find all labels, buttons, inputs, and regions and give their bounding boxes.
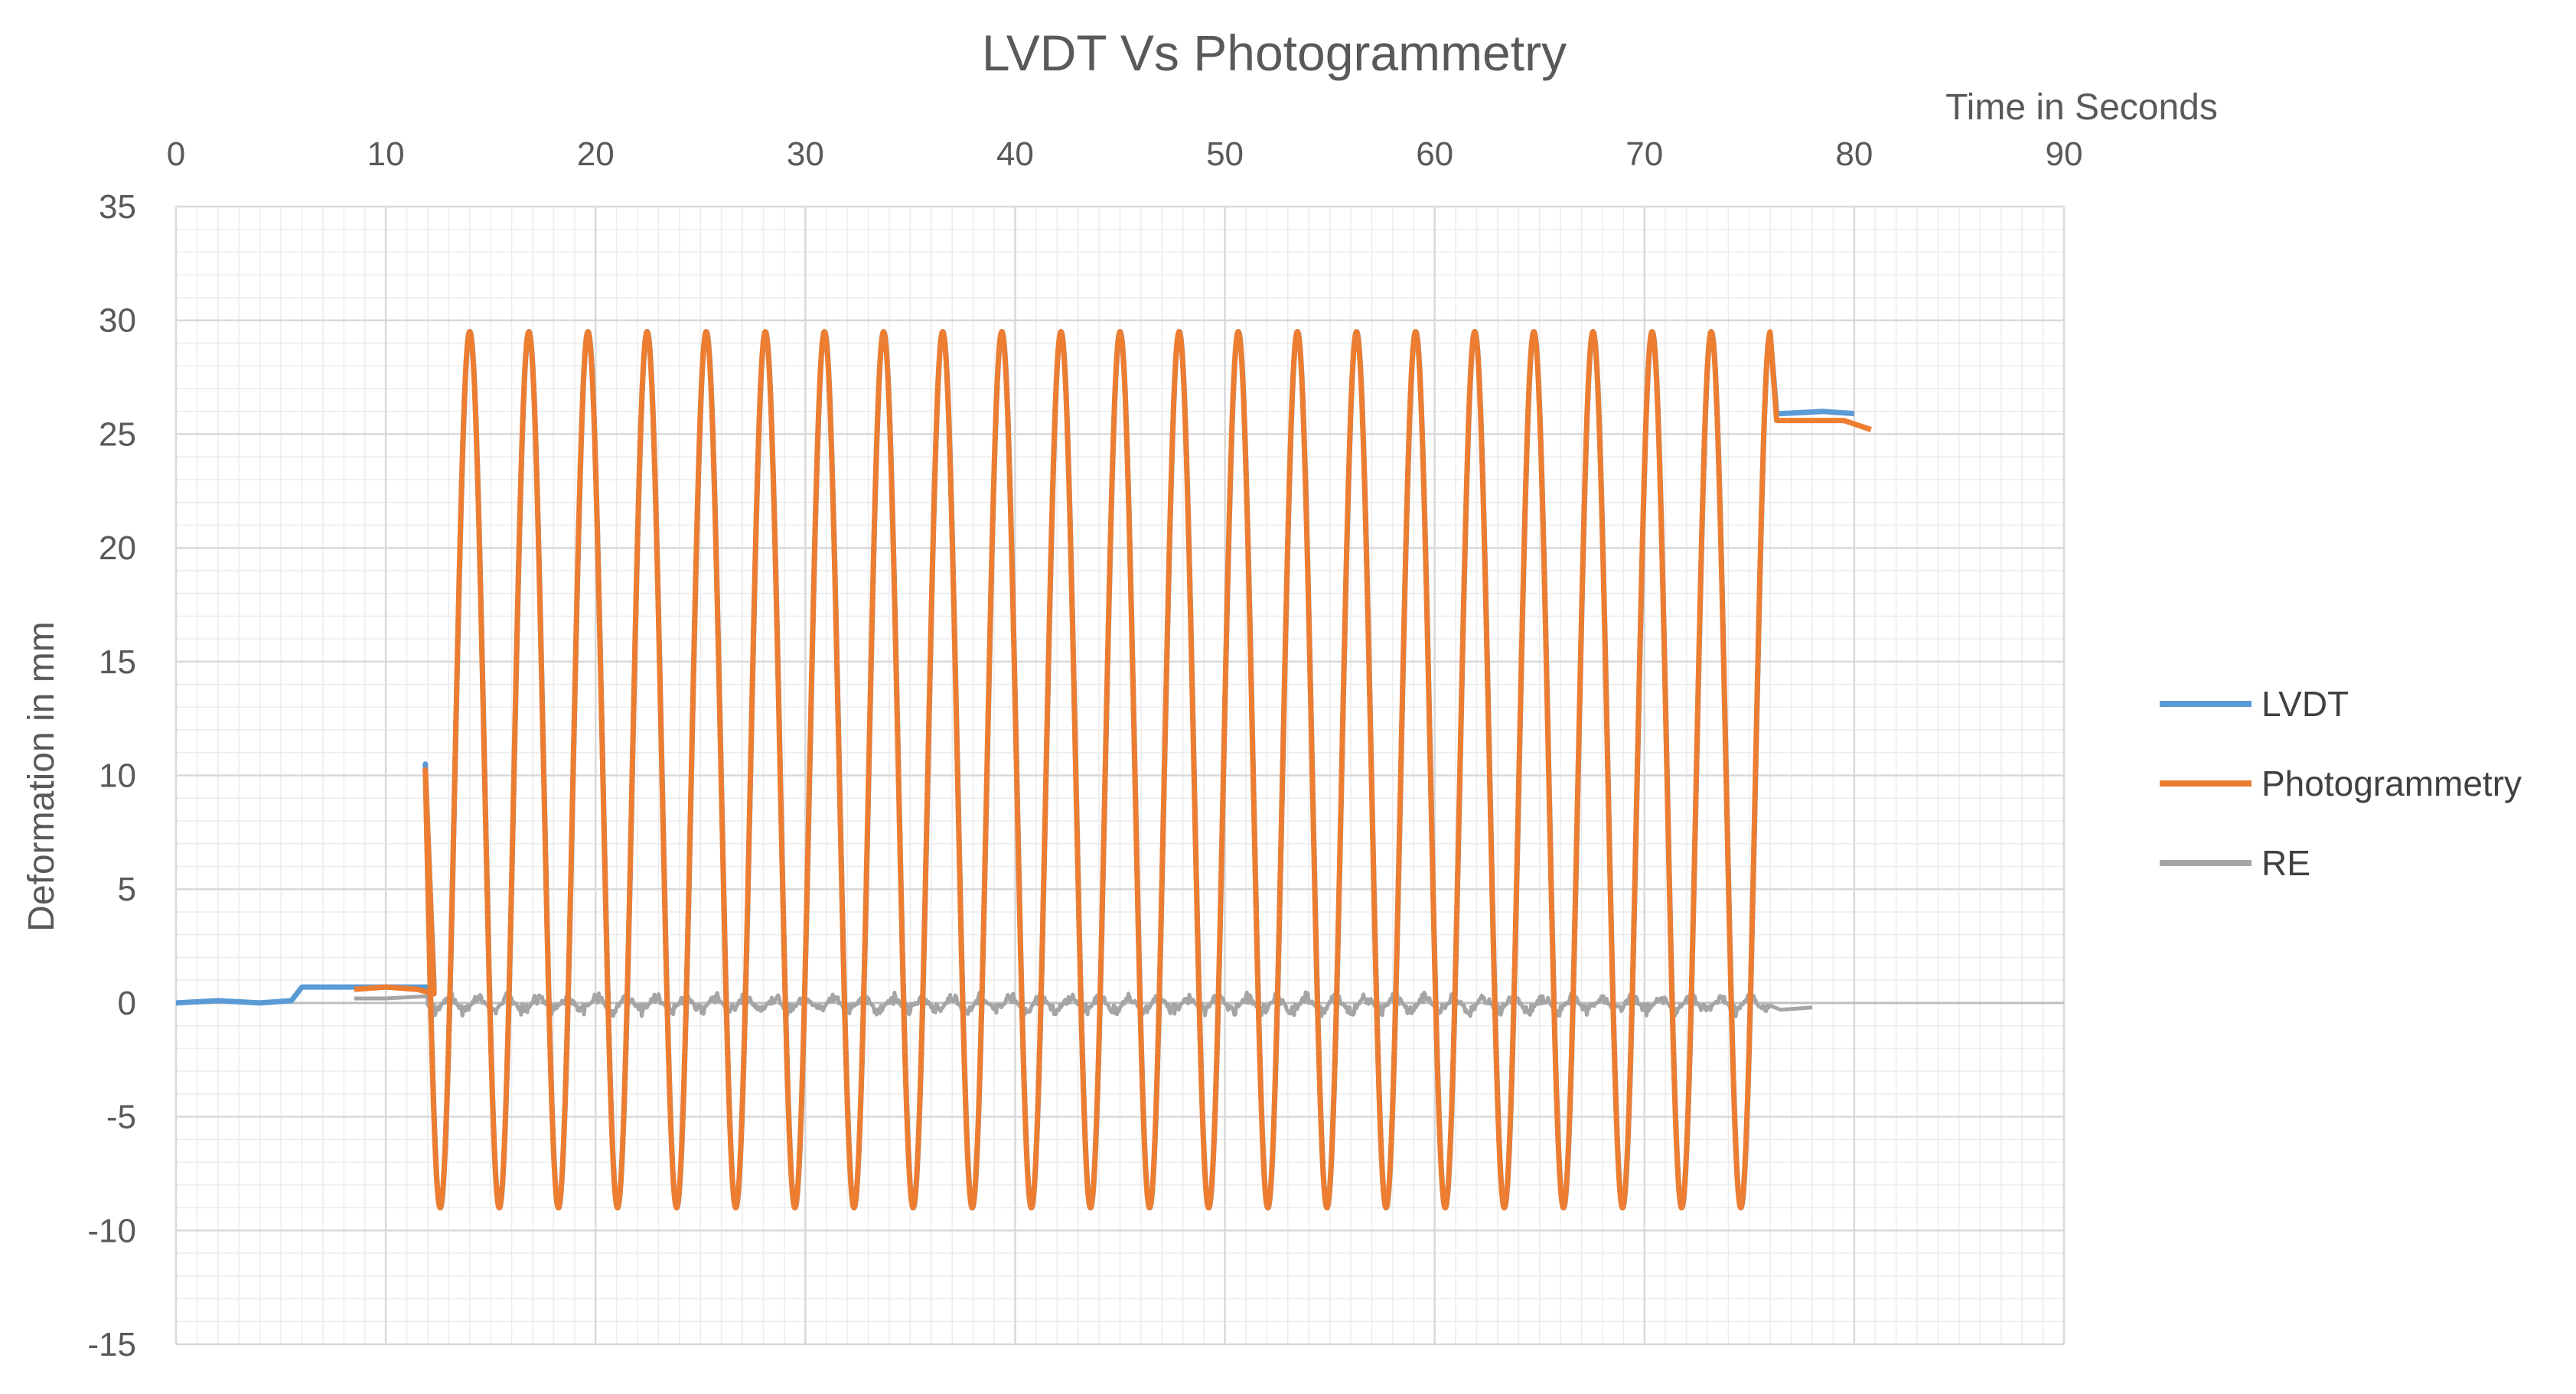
y-tick-label: 25: [99, 415, 136, 453]
x-tick-label: 50: [1206, 135, 1244, 173]
legend-label-re: RE: [2261, 843, 2310, 883]
y-axis-title: Deformation in mm: [21, 621, 62, 931]
x-tick-label: 90: [2046, 135, 2083, 173]
y-tick-label: 30: [99, 302, 136, 340]
y-tick-label: 0: [118, 985, 136, 1022]
y-tick-label: -5: [106, 1099, 136, 1136]
y-tick-label: 20: [99, 529, 136, 567]
x-tick-labels: 0 10 20 30 40 50 60 70 80 90: [167, 135, 2083, 173]
y-tick-label: 35: [99, 188, 136, 226]
y-tick-label: -15: [87, 1326, 136, 1363]
x-tick-label: 20: [577, 135, 615, 173]
x-tick-label: 80: [1835, 135, 1873, 173]
series-layer: [175, 329, 1872, 1211]
series-line-photogrammetry: [354, 329, 1872, 1211]
legend-label-photogrammetry: Photogrammetry: [2261, 764, 2522, 803]
chart-title: LVDT Vs Photogrammetry: [982, 24, 1567, 81]
legend: LVDT Photogrammetry RE: [2160, 684, 2522, 883]
y-tick-label: 10: [99, 757, 136, 795]
legend-label-lvdt: LVDT: [2261, 684, 2349, 724]
x-tick-label: 30: [787, 135, 824, 173]
x-tick-label: 40: [996, 135, 1034, 173]
x-tick-label: 60: [1416, 135, 1453, 173]
y-tick-label: 5: [118, 871, 136, 908]
y-tick-label: 15: [99, 643, 136, 681]
x-axis-title: Time in Seconds: [1945, 87, 2218, 128]
x-tick-label: 10: [367, 135, 405, 173]
x-tick-label: 70: [1625, 135, 1663, 173]
y-tick-labels: 35 30 25 20 15 10 5 0 -5 -10 -15: [87, 188, 136, 1363]
y-tick-label: -10: [87, 1212, 136, 1249]
x-tick-label: 0: [167, 135, 185, 173]
